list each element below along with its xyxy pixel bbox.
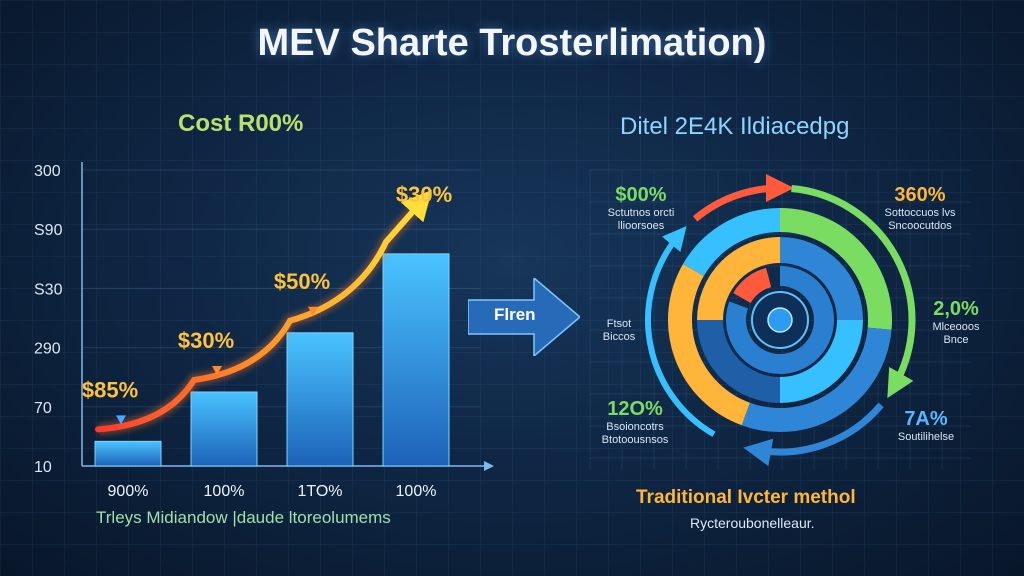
bar [286, 332, 354, 467]
outer-arc [743, 402, 884, 467]
ring-label-description: Mlceooos Bnce [932, 321, 980, 346]
ring-label-value: 12O% [607, 398, 663, 420]
outer-arc [692, 174, 794, 222]
ring-label-top-right: 360% Sottoccuos lvs Sncoocutdos [872, 184, 968, 233]
ring-label-value: $00% [615, 184, 667, 206]
bar-pointer-icon [308, 306, 318, 316]
y-tick-label: S90 [34, 222, 63, 239]
x-tick-label: 100% [204, 483, 245, 500]
transition-arrow-label: Flren [494, 305, 536, 324]
middle-ring-segment [683, 208, 781, 277]
ring-label-description: Bsoioncotrs Btotoousnsos [601, 421, 669, 446]
ring-label-value: 2,0% [933, 298, 979, 320]
page-title: MEV Sharte Trosterlimation) [257, 22, 767, 64]
outer-arc [791, 185, 916, 399]
ring-label-value: 7A% [904, 408, 948, 430]
ring-label-right: 2,0% Mlceooos Bnce [914, 298, 998, 347]
ring-label-bottom-left: 12O% Bsoioncotrs Btotoousnsos [594, 398, 676, 447]
bar [190, 391, 258, 467]
bar-value-label: $85% [82, 377, 138, 402]
ring-label-description: Soutilihelse [897, 431, 955, 443]
middle-ring-segment [668, 264, 751, 426]
ring-label-top-left: $00% Sctutnos orcti llioorsoes [596, 184, 686, 233]
x-tick-label: 100% [396, 483, 437, 500]
x-axis-arrowhead [484, 461, 494, 471]
middle-ring-segment [741, 327, 892, 432]
ring-label-bottom-right: 7A% Soutilihelse [880, 408, 972, 444]
method-caption: Traditional Ivcter methol [636, 487, 856, 508]
ring-label-description: Sctutnos orcti llioorsoes [607, 207, 675, 232]
bar [94, 440, 162, 467]
inner-ring-segment [697, 319, 781, 403]
bar-chart-caption: Trleys Midiandow |daude ltoreolumems [96, 508, 391, 527]
y-tick-label: 300 [34, 163, 61, 180]
bar-pointer-icon [212, 366, 222, 375]
x-tick-label: 900% [108, 483, 149, 500]
inner-ring-segment [697, 237, 781, 321]
y-tick-label: 10 [34, 459, 52, 476]
ring-label-value: 360% [894, 184, 946, 206]
bar [382, 253, 450, 467]
x-tick-label: 1TO% [297, 483, 342, 500]
y-tick-label: S30 [34, 281, 63, 298]
bar-value-label: $30% [178, 328, 234, 353]
trend-line [95, 189, 432, 433]
y-tick-label: 290 [34, 341, 61, 358]
core-center [767, 307, 793, 333]
ring-label-description: Ftsot Biccos [602, 318, 636, 343]
core-segment [726, 266, 834, 374]
core-segment [733, 267, 772, 304]
bar-value-label: $50% [274, 269, 330, 294]
bar-chart-subtitle: Cost R00% [178, 110, 304, 137]
bar-value-label: $30% [396, 182, 452, 207]
method-subcaption: Rycteroubonelleaur. [690, 515, 815, 531]
outer-arc [645, 225, 716, 437]
ring-label-left: Ftsot Biccos [594, 318, 644, 344]
ring-chart-subtitle: Ditel 2E4K Ildiacedpg [620, 113, 850, 140]
y-tick-label: 70 [34, 400, 52, 417]
middle-ring-segment [779, 208, 892, 330]
bar-pointer-icon [116, 415, 126, 425]
ring-label-description: Sottoccuos lvs Sncoocutdos [884, 207, 956, 232]
transition-arrow [468, 278, 580, 356]
inner-ring-segment [779, 237, 863, 321]
inner-ring-segment [779, 319, 863, 403]
